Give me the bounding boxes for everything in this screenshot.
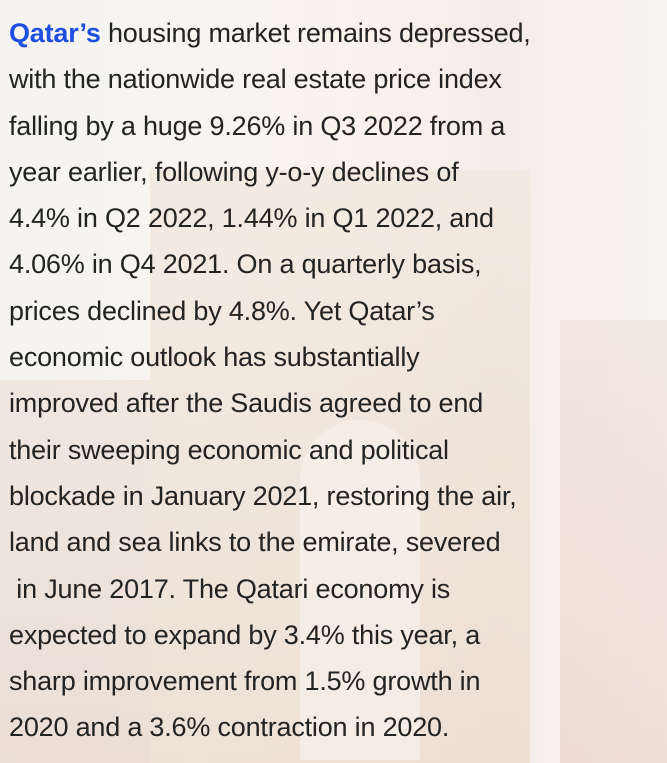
paragraph: Qatar’s housing market remains depressed…: [9, 10, 531, 751]
text-line: economic outlook has substantially: [9, 334, 531, 380]
text-line: year earlier, following y-o-y declines o…: [9, 149, 531, 195]
line-text: 2020 and a 3.6% contraction in 2020.: [9, 712, 450, 743]
text-line: their sweeping economic and political: [9, 427, 531, 473]
text-line: Qatar’s housing market remains depressed…: [9, 10, 531, 56]
text-line: blockade in January 2021, restoring the …: [9, 473, 531, 519]
line-text: sharp improvement from 1.5% growth in: [9, 666, 481, 697]
text-line: falling by a huge 9.26% in Q3 2022 from …: [9, 103, 531, 149]
text-line: expected to expand by 3.4% this year, a: [9, 612, 531, 658]
line-text: improved after the Saudis agreed to end: [9, 388, 484, 419]
line-text: land and sea links to the emirate, sever…: [9, 527, 501, 558]
line-text: year earlier, following y-o-y declines o…: [9, 156, 459, 187]
line-text: with the nationwide real estate price in…: [9, 64, 502, 95]
line-text: their sweeping economic and political: [9, 434, 449, 465]
text-line: with the nationwide real estate price in…: [9, 56, 531, 102]
line-text: blockade in January 2021, restoring the …: [9, 480, 517, 511]
text-line: in June 2017. The Qatari economy is: [9, 566, 531, 612]
line-text: prices declined by 4.8%. Yet Qatar’s: [9, 295, 435, 326]
line-text: 4.06% in Q4 2021. On a quarterly basis,: [9, 249, 482, 280]
text-line: sharp improvement from 1.5% growth in: [9, 658, 531, 704]
building-tower: [0, 380, 150, 763]
building-wing: [560, 320, 667, 763]
building-arch: [300, 420, 420, 760]
text-line: 2020 and a 3.6% contraction in 2020.: [9, 704, 531, 750]
line-text: economic outlook has substantially: [9, 342, 420, 373]
text-line: prices declined by 4.8%. Yet Qatar’s: [9, 288, 531, 334]
line-text: housing market remains depressed,: [100, 18, 531, 48]
line-text: expected to expand by 3.4% this year, a: [9, 619, 481, 650]
text-line: 4.06% in Q4 2021. On a quarterly basis,: [9, 241, 531, 287]
line-text: 4.4% in Q2 2022, 1.44% in Q1 2022, and: [9, 203, 494, 234]
text-line: improved after the Saudis agreed to end: [9, 380, 531, 426]
text-line: land and sea links to the emirate, sever…: [9, 519, 531, 565]
line-text: falling by a huge 9.26% in Q3 2022 from …: [9, 110, 506, 141]
text-line: 4.4% in Q2 2022, 1.44% in Q1 2022, and: [9, 195, 531, 241]
line-text: in June 2017. The Qatari economy is: [9, 573, 451, 604]
country-link[interactable]: Qatar’s: [9, 18, 101, 48]
